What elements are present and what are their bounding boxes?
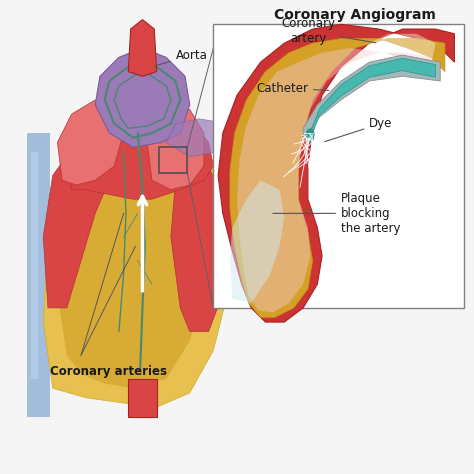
Polygon shape [27,133,50,417]
Polygon shape [128,379,156,417]
Polygon shape [230,180,284,303]
Polygon shape [43,124,232,407]
Polygon shape [171,152,228,331]
Polygon shape [43,133,114,308]
Polygon shape [95,48,190,147]
Polygon shape [147,100,204,190]
Text: Coronary
artery: Coronary artery [281,18,376,46]
Polygon shape [57,100,124,185]
Polygon shape [31,152,37,379]
Text: Coronary Angiogram: Coronary Angiogram [274,8,436,22]
Polygon shape [67,91,213,199]
Text: Dye: Dye [325,117,392,142]
Polygon shape [310,58,436,139]
Bar [159,147,187,173]
Text: Aorta: Aorta [155,48,208,66]
Polygon shape [230,38,445,318]
Polygon shape [128,19,156,76]
Polygon shape [303,55,440,143]
Polygon shape [218,24,455,322]
Text: Coronary arteries: Coronary arteries [50,365,167,378]
Ellipse shape [306,129,315,142]
Text: Catheter: Catheter [256,82,329,95]
Bar [213,24,464,308]
Polygon shape [166,119,228,156]
Polygon shape [355,34,436,67]
Text: Plaque
blocking
the artery: Plaque blocking the artery [273,192,401,235]
Polygon shape [57,143,209,388]
Polygon shape [237,48,431,313]
